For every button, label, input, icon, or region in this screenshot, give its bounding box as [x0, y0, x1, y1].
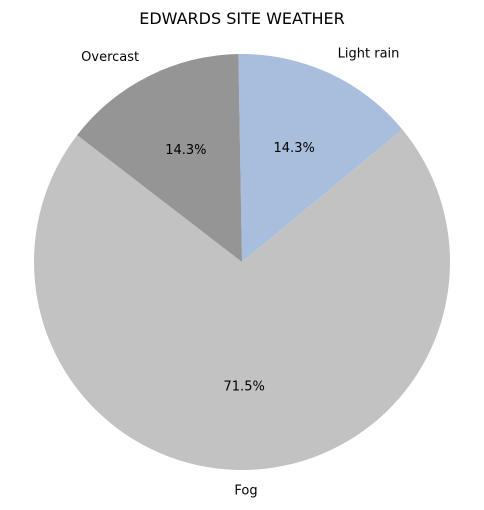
pie-labels: Light rain 14.3% Fog 71.5% Overcast 14.3%: [81, 47, 399, 499]
pie-slice-fog: [34, 129, 450, 470]
chart-title: EDWARDS SITE WEATHER: [139, 9, 345, 28]
pie-slice-overcast: [77, 54, 242, 263]
slice-label-overcast: Overcast: [81, 50, 139, 65]
slice-percent-fog: 71.5%: [224, 379, 265, 394]
slice-label-fog: Fog: [234, 483, 257, 498]
slice-percent-light-rain: 14.3%: [274, 141, 315, 156]
slice-percent-overcast: 14.3%: [165, 143, 206, 158]
pie-slices: [34, 54, 450, 470]
slice-label-light-rain: Light rain: [338, 47, 400, 62]
pie-slice-light-rain: [238, 54, 403, 262]
